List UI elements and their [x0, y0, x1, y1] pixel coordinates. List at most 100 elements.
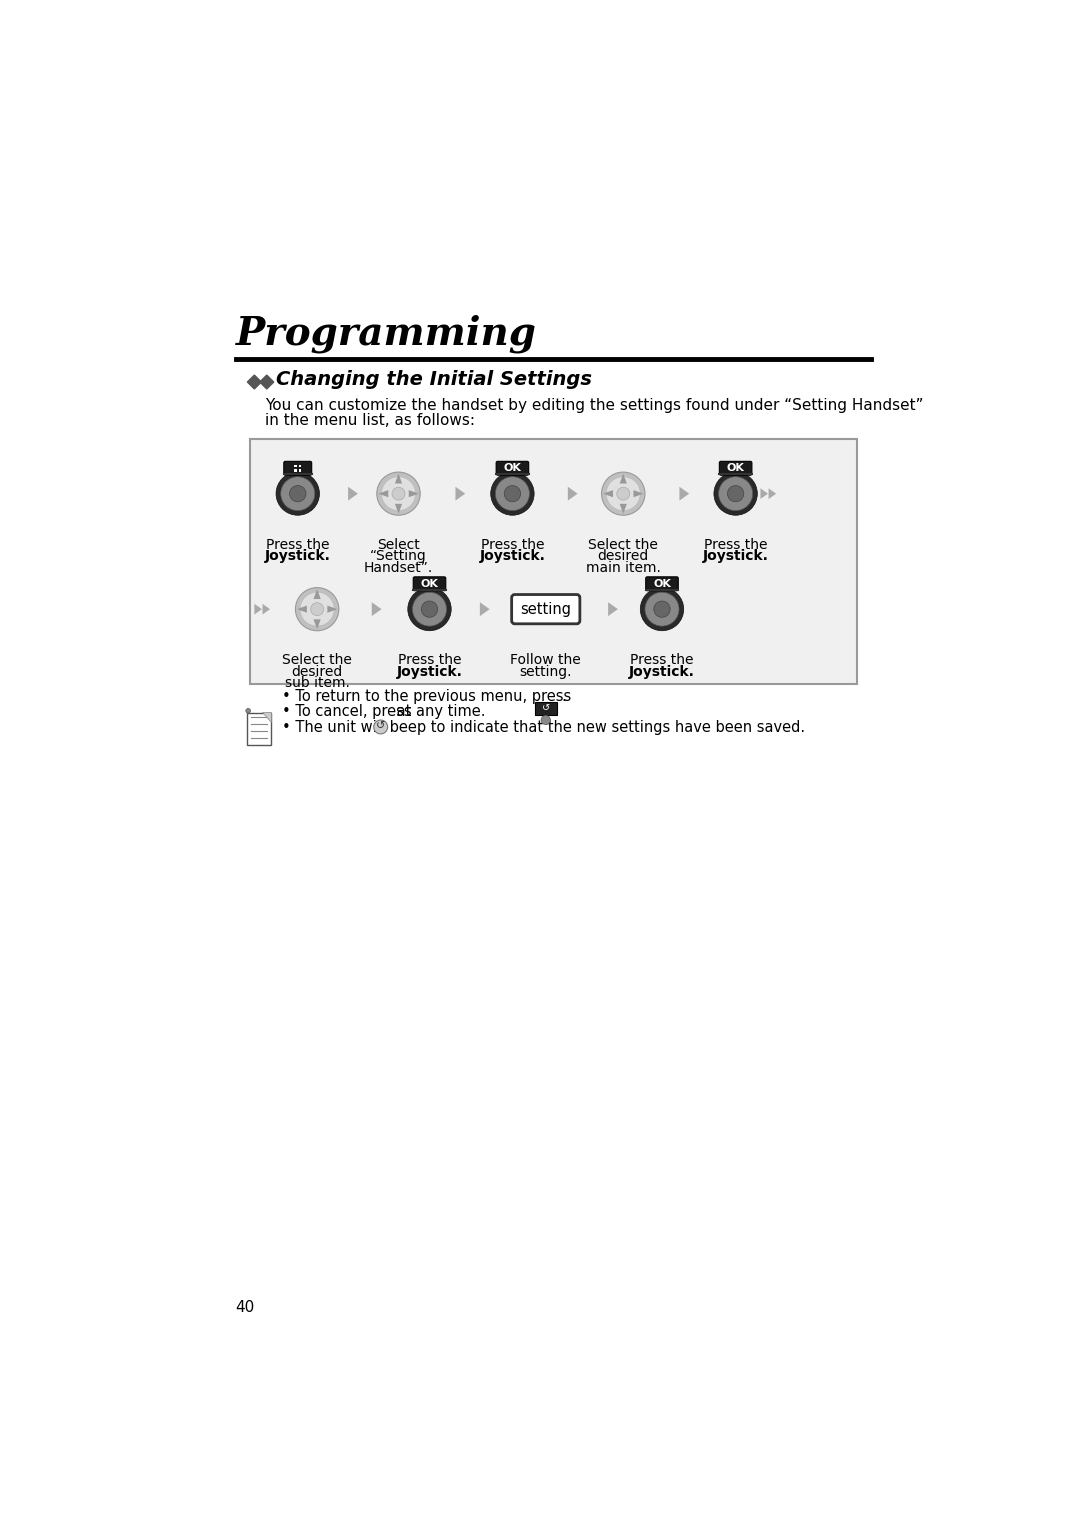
Circle shape	[640, 588, 684, 631]
Circle shape	[617, 487, 630, 500]
FancyBboxPatch shape	[646, 578, 678, 591]
Polygon shape	[262, 712, 271, 721]
Text: at any time.: at any time.	[392, 704, 486, 720]
Text: Press the: Press the	[631, 652, 693, 668]
Text: ↺: ↺	[542, 703, 550, 712]
Circle shape	[377, 472, 420, 515]
Text: Joystick.: Joystick.	[480, 549, 545, 564]
Polygon shape	[348, 487, 357, 501]
Text: main item.: main item.	[585, 561, 661, 575]
Text: Press the: Press the	[397, 652, 461, 668]
Circle shape	[296, 588, 339, 631]
Text: Programming: Programming	[235, 315, 537, 353]
Circle shape	[714, 472, 757, 515]
Bar	[299, 469, 301, 472]
Text: Changing the Initial Settings: Changing the Initial Settings	[276, 370, 592, 390]
Circle shape	[381, 477, 416, 510]
Circle shape	[496, 477, 529, 510]
Text: Handset”.: Handset”.	[364, 561, 433, 575]
Circle shape	[311, 602, 324, 616]
Circle shape	[645, 593, 679, 626]
FancyBboxPatch shape	[496, 461, 529, 475]
Circle shape	[504, 486, 521, 501]
Text: Press the: Press the	[266, 538, 329, 552]
Text: OK: OK	[653, 579, 671, 588]
Circle shape	[606, 477, 640, 510]
Text: OK: OK	[420, 579, 438, 588]
Polygon shape	[255, 604, 262, 614]
Polygon shape	[297, 605, 307, 613]
Text: setting: setting	[521, 602, 571, 617]
Text: You can customize the handset by editing the settings found under “Setting Hands: You can customize the handset by editing…	[266, 397, 923, 413]
Text: “Setting: “Setting	[370, 549, 427, 564]
Text: • The unit will beep to indicate that the new settings have been saved.: • The unit will beep to indicate that th…	[282, 720, 806, 735]
Polygon shape	[327, 605, 337, 613]
Polygon shape	[603, 490, 613, 497]
Circle shape	[281, 477, 314, 510]
Circle shape	[718, 477, 753, 510]
Circle shape	[541, 715, 551, 724]
Polygon shape	[634, 490, 644, 497]
Text: Select the: Select the	[282, 652, 352, 668]
Text: .: .	[562, 689, 566, 704]
Text: • To cancel, press: • To cancel, press	[282, 704, 411, 720]
FancyBboxPatch shape	[246, 714, 271, 746]
Circle shape	[276, 472, 320, 515]
Text: Joystick.: Joystick.	[396, 665, 462, 678]
Text: Press the: Press the	[481, 538, 544, 552]
Text: Follow the: Follow the	[511, 652, 581, 668]
Polygon shape	[760, 489, 768, 500]
Polygon shape	[620, 504, 626, 513]
FancyBboxPatch shape	[284, 461, 312, 475]
Polygon shape	[262, 604, 270, 614]
Text: setting.: setting.	[519, 665, 572, 678]
Polygon shape	[260, 374, 273, 390]
Polygon shape	[372, 602, 381, 616]
Bar	[294, 469, 297, 472]
Polygon shape	[313, 619, 321, 630]
Text: desired: desired	[292, 665, 342, 678]
Polygon shape	[456, 487, 465, 501]
FancyBboxPatch shape	[414, 578, 446, 591]
Polygon shape	[408, 490, 419, 497]
FancyBboxPatch shape	[512, 594, 580, 623]
FancyBboxPatch shape	[719, 461, 752, 475]
Circle shape	[490, 472, 535, 515]
Polygon shape	[620, 474, 626, 483]
Circle shape	[653, 601, 671, 617]
Circle shape	[300, 593, 334, 626]
FancyBboxPatch shape	[535, 703, 556, 715]
Polygon shape	[480, 602, 489, 616]
Bar	[294, 465, 297, 468]
Circle shape	[374, 720, 388, 733]
Text: Joystick.: Joystick.	[265, 549, 330, 564]
Polygon shape	[395, 504, 402, 513]
Circle shape	[408, 588, 451, 631]
Bar	[299, 465, 301, 468]
Polygon shape	[568, 487, 578, 501]
Bar	[249, 439, 858, 685]
Text: desired: desired	[597, 549, 649, 564]
Text: Joystick.: Joystick.	[703, 549, 769, 564]
Text: sub item.: sub item.	[285, 677, 350, 691]
Text: ↺: ↺	[376, 721, 386, 732]
Text: • To return to the previous menu, press: • To return to the previous menu, press	[282, 689, 571, 704]
Text: Select the: Select the	[589, 538, 658, 552]
Polygon shape	[395, 474, 402, 483]
Text: OK: OK	[727, 463, 744, 474]
Polygon shape	[679, 487, 689, 501]
Text: in the menu list, as follows:: in the menu list, as follows:	[266, 413, 475, 428]
Circle shape	[246, 709, 251, 714]
Text: OK: OK	[503, 463, 522, 474]
Polygon shape	[313, 590, 321, 599]
Polygon shape	[769, 489, 777, 500]
Text: Joystick.: Joystick.	[629, 665, 694, 678]
Circle shape	[602, 472, 645, 515]
Polygon shape	[247, 374, 261, 390]
Circle shape	[421, 601, 437, 617]
Circle shape	[289, 486, 306, 501]
Text: Press the: Press the	[704, 538, 768, 552]
Text: 40: 40	[235, 1300, 255, 1316]
Circle shape	[728, 486, 744, 501]
Circle shape	[392, 487, 405, 500]
